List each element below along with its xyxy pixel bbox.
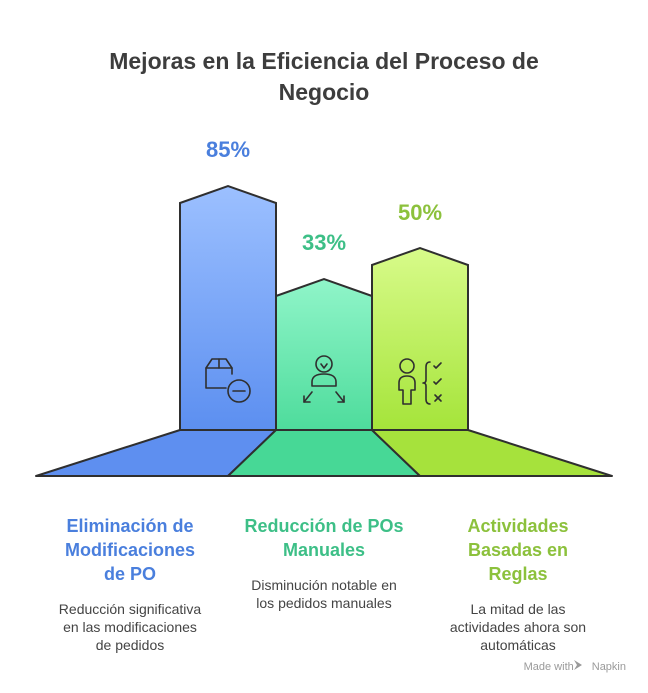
person-checklist-icon [398,358,442,405]
column-heading: Reducción de POs Manuales [244,516,404,560]
made-with-label: Made with [523,661,574,673]
column-description: La mitad de las actividades ahora son au… [449,601,587,653]
column-description: Disminución notable en los pedidos manua… [251,577,397,611]
person-shrink-icon [303,355,345,403]
column-eliminacion: Eliminación de Modificaciones de PO Redu… [40,514,220,654]
napkin-logo-icon [574,660,582,670]
bar-actividades [371,246,469,431]
base-lime [371,429,613,477]
percent-label-85: 85% [206,137,250,162]
bar-reduccion [275,277,373,431]
page-title: Mejoras en la Eficiencia del Proceso de … [0,46,648,108]
column-description: Reducción significativa en las modificac… [58,601,202,653]
column-actividades: Actividades Basadas en Reglas La mitad d… [428,514,608,654]
footer-credit: Made with Napkin [524,661,626,673]
column-heading: Eliminación de Modificaciones de PO [64,516,196,584]
column-heading: Actividades Basadas en Reglas [467,516,569,584]
percent-label-33: 33% [302,230,346,255]
title-line-1: Mejoras en la Eficiencia del Proceso de [109,48,539,74]
brand-name: Napkin [591,661,626,673]
title-line-2: Negocio [278,79,370,105]
column-reduccion: Reducción de POs Manuales Disminución no… [234,514,414,612]
package-minus-icon [205,358,251,403]
percent-label-50: 50% [398,200,442,225]
